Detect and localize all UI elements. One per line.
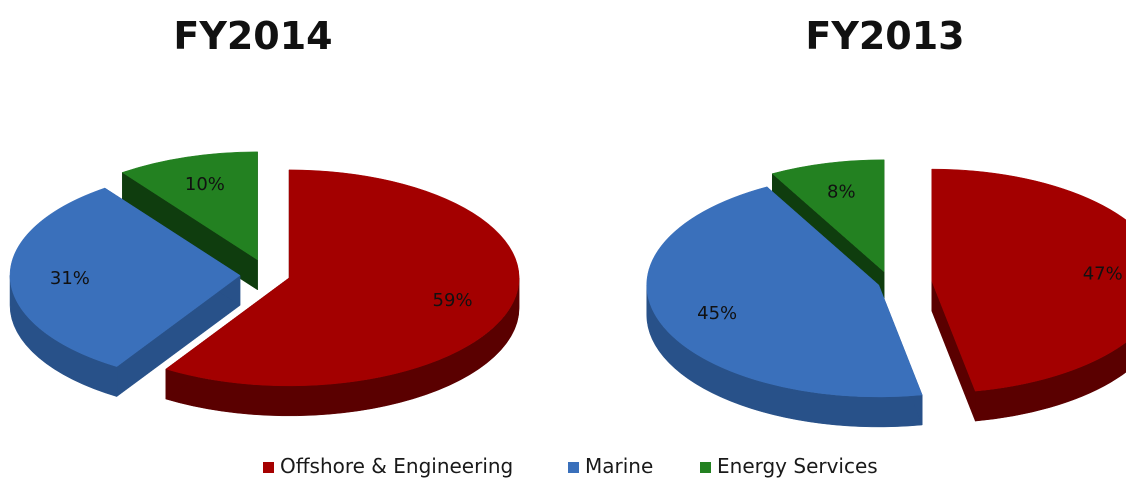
slice-label-offshore-and-engineering: 59% xyxy=(433,290,473,311)
legend-label-marine: Marine xyxy=(585,454,653,478)
pie-slice-offshore-and-engineering: 47% xyxy=(931,168,1126,422)
legend-label-energy-services: Energy Services xyxy=(717,454,878,478)
slice-label-marine: 31% xyxy=(50,268,90,289)
pie-slice-offshore-and-engineering: 59% xyxy=(165,169,520,417)
slice-label-offshore-and-engineering: 47% xyxy=(1083,263,1123,284)
pie-slice-marine: 45% xyxy=(646,186,923,428)
pie-slice-energy-services: 10% xyxy=(121,151,258,291)
legend: Offshore & Engineering Marine Energy Servi… xyxy=(263,454,878,478)
pie-chart-fy2014: 10% 31% 59% xyxy=(9,151,520,417)
slice-label-energy-services: 8% xyxy=(827,182,856,203)
legend-swatch-marine xyxy=(568,462,579,473)
chart-title-fy2014: FY2014 xyxy=(173,14,332,58)
legend-item-energy-services: Energy Services xyxy=(700,454,878,478)
legend-label-offshore-and-engineering: Offshore & Engineering xyxy=(280,454,513,478)
legend-swatch-energy-services xyxy=(700,462,711,473)
slice-label-energy-services: 10% xyxy=(185,174,225,195)
pie-chart-fy2013: 8% 47% 45% xyxy=(646,159,1126,428)
legend-item-offshore-and-engineering: Offshore & Engineering xyxy=(263,454,513,478)
slice-label-marine: 45% xyxy=(697,303,737,324)
chart-title-fy2013: FY2013 xyxy=(805,14,964,58)
legend-item-marine: Marine xyxy=(568,454,653,478)
legend-swatch-offshore-and-engineering xyxy=(263,462,274,473)
pie-slice-marine: 31% xyxy=(9,187,241,398)
